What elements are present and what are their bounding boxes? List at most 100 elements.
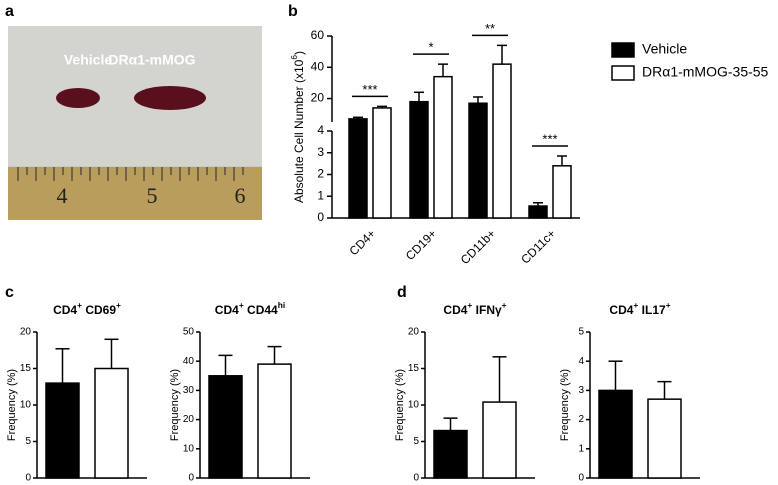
spleen <box>56 88 100 108</box>
y-tick-label: 0 <box>25 473 31 484</box>
bar <box>409 100 429 219</box>
bar <box>208 375 243 479</box>
ruler-number: 5 <box>147 183 158 208</box>
label-part: Frequency (%) <box>559 369 571 441</box>
y-tick-label: 10 <box>408 400 420 411</box>
significance: *** <box>542 131 557 146</box>
legend-label: DRα1-mMOG-35-55 <box>642 64 769 80</box>
label-part: + <box>116 300 121 310</box>
bar <box>598 389 633 479</box>
legend-swatch <box>611 42 635 58</box>
label-part: CD44 <box>244 303 278 317</box>
photo-label: Vehicle <box>64 52 112 68</box>
y-tick-label: 0 <box>317 210 324 224</box>
ruler-number: 6 <box>235 183 246 208</box>
bar <box>433 75 453 219</box>
x-tick-label: CD11c+ <box>518 226 558 266</box>
y-tick-label: 20 <box>20 327 32 338</box>
label-part: + <box>502 300 507 310</box>
y-tick-label: 30 <box>183 385 195 396</box>
label-part: 6 <box>289 55 299 60</box>
bar <box>433 429 468 479</box>
label: CD4+ IL17+ <box>609 300 670 317</box>
label-part: CD69 <box>82 303 116 317</box>
y-tick-label: 0 <box>188 473 194 484</box>
y-tick-label: 2 <box>317 167 324 181</box>
bar <box>482 401 517 479</box>
label-part: IFNγ <box>472 303 502 317</box>
y-tick-label: 5 <box>25 436 31 447</box>
label: Absolute Cell Number (x106) <box>289 51 306 203</box>
ruler-number: 4 <box>57 183 68 208</box>
y-tick-label: 20 <box>408 327 420 338</box>
bar <box>372 107 392 219</box>
label: Frequency (%) <box>394 369 406 441</box>
legend-swatch <box>611 65 635 81</box>
ruler <box>8 167 262 220</box>
label-part: hi <box>278 300 285 310</box>
bar <box>94 367 129 479</box>
label: Frequency (%) <box>169 369 181 441</box>
label-part: CD4 <box>443 303 467 317</box>
label: CD4+ IFNγ+ <box>443 300 506 317</box>
y-tick-label: 1 <box>317 188 324 202</box>
y-tick-label: 3 <box>317 145 324 159</box>
x-tick-label: CD4+ <box>347 226 379 258</box>
label-part: IL17 <box>638 303 666 317</box>
bar <box>257 363 292 479</box>
label-part: + <box>666 300 671 310</box>
y-tick-label: 15 <box>20 363 32 374</box>
photo <box>8 26 262 220</box>
label-part: Frequency (%) <box>394 369 406 441</box>
bar <box>528 205 548 219</box>
label-part: ) <box>292 51 306 55</box>
significance: *** <box>362 82 377 97</box>
legend-label: Vehicle <box>642 41 687 57</box>
y-tick-label: 2 <box>578 414 584 425</box>
label-part: CD4 <box>215 303 239 317</box>
panel-label: b <box>288 3 298 20</box>
y-tick-label: 4 <box>317 123 324 137</box>
y-tick-label: 0 <box>578 473 584 484</box>
y-tick-label: 20 <box>311 91 325 105</box>
label-part: + <box>633 300 638 310</box>
y-tick-label: 10 <box>20 400 32 411</box>
y-tick-label: 10 <box>183 443 195 454</box>
label-part: Frequency (%) <box>169 369 181 441</box>
label: Frequency (%) <box>6 369 18 441</box>
x-tick-label: CD11b+ <box>458 226 499 267</box>
y-tick-label: 50 <box>183 327 195 338</box>
photo-label: DRα1-mMOG <box>108 52 195 68</box>
y-tick-label: 1 <box>578 443 584 454</box>
y-tick-label: 5 <box>413 436 419 447</box>
label-part: + <box>239 300 244 310</box>
label-part: CD4 <box>53 303 77 317</box>
panel-label: d <box>397 284 407 301</box>
label-part: CD4 <box>609 303 633 317</box>
significance: ** <box>485 21 495 36</box>
y-tick-label: 40 <box>183 356 195 367</box>
spleen <box>134 86 206 110</box>
bar <box>552 165 572 219</box>
y-tick-label: 0 <box>413 473 419 484</box>
label: CD4+ CD44hi <box>215 300 285 317</box>
panel-label: c <box>5 284 14 301</box>
y-tick-label: 40 <box>311 59 325 73</box>
label-part: + <box>467 300 472 310</box>
label-part: + <box>77 300 82 310</box>
significance: * <box>428 40 433 55</box>
panel-label: a <box>5 3 14 20</box>
y-tick-label: 3 <box>578 385 584 396</box>
bar <box>45 382 80 479</box>
bar <box>492 63 512 219</box>
label-part: Absolute Cell Number (x10 <box>292 59 306 203</box>
label: CD4+ CD69+ <box>53 300 121 317</box>
x-tick-label: CD19+ <box>403 226 440 263</box>
bar <box>647 398 682 479</box>
y-tick-label: 20 <box>183 414 195 425</box>
y-tick-label: 15 <box>408 363 420 374</box>
bar <box>468 102 488 219</box>
y-tick-label: 60 <box>311 28 325 42</box>
label: Frequency (%) <box>559 369 571 441</box>
